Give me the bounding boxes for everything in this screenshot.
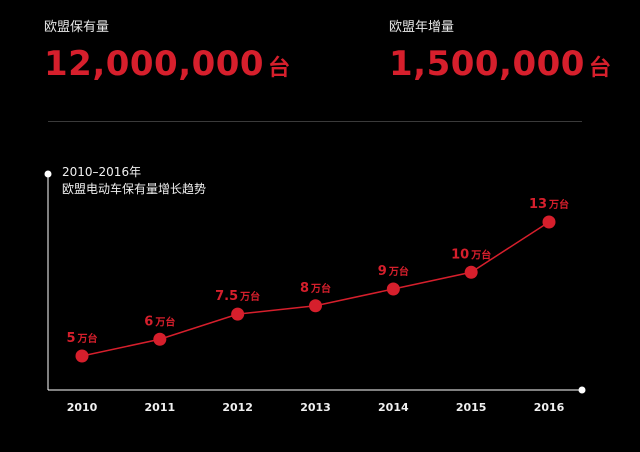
data-label: 9 万台	[378, 264, 409, 279]
x-tick-label: 2011	[145, 401, 176, 414]
data-point	[542, 215, 556, 229]
x-tick-label: 2016	[534, 401, 565, 414]
stock-stat-unit: 台	[268, 56, 291, 81]
annual-growth-stat-number: 1,500,000	[389, 44, 585, 84]
x-tick-label: 2014	[378, 401, 409, 414]
data-label: 6 万台	[144, 314, 175, 329]
annual-growth-stat-unit: 台	[588, 56, 611, 81]
stock-stat: 欧盟保有量 12,000,000 台	[44, 20, 290, 90]
stock-stat-number: 12,000,000	[44, 44, 265, 84]
x-tick-label: 2013	[300, 401, 331, 414]
x-tick-label: 2012	[222, 401, 253, 414]
chart-title-subject: 欧盟电动车保有量增长趋势	[62, 182, 207, 196]
data-point	[231, 307, 245, 321]
stock-stat-value: 12,000,000 台	[44, 44, 290, 90]
x-tick-label: 2015	[456, 401, 487, 414]
x-tick-label: 2010	[67, 401, 98, 414]
data-point	[75, 349, 89, 363]
annual-growth-stat: 欧盟年增量 1,500,000 台	[389, 20, 611, 90]
data-label: 13 万台	[529, 197, 569, 212]
stock-stat-label: 欧盟保有量	[44, 20, 110, 35]
data-label: 10 万台	[451, 247, 491, 262]
data-point	[153, 332, 167, 346]
data-label: 7.5 万台	[215, 289, 260, 304]
data-point	[464, 265, 478, 279]
data-label: 5 万台	[66, 331, 97, 346]
x-axis-end-dot	[578, 386, 586, 394]
chart-title-period: 2010–2016年	[62, 165, 142, 179]
section-divider	[48, 121, 582, 122]
chart-title: 2010–2016年 欧盟电动车保有量增长趋势	[62, 164, 206, 198]
data-point	[309, 299, 322, 313]
data-point	[386, 282, 400, 296]
data-label: 8 万台	[300, 281, 331, 296]
annual-growth-stat-label: 欧盟年增量	[389, 20, 455, 35]
annual-growth-stat-value: 1,500,000 台	[389, 44, 611, 90]
y-axis-end-dot	[44, 170, 52, 178]
